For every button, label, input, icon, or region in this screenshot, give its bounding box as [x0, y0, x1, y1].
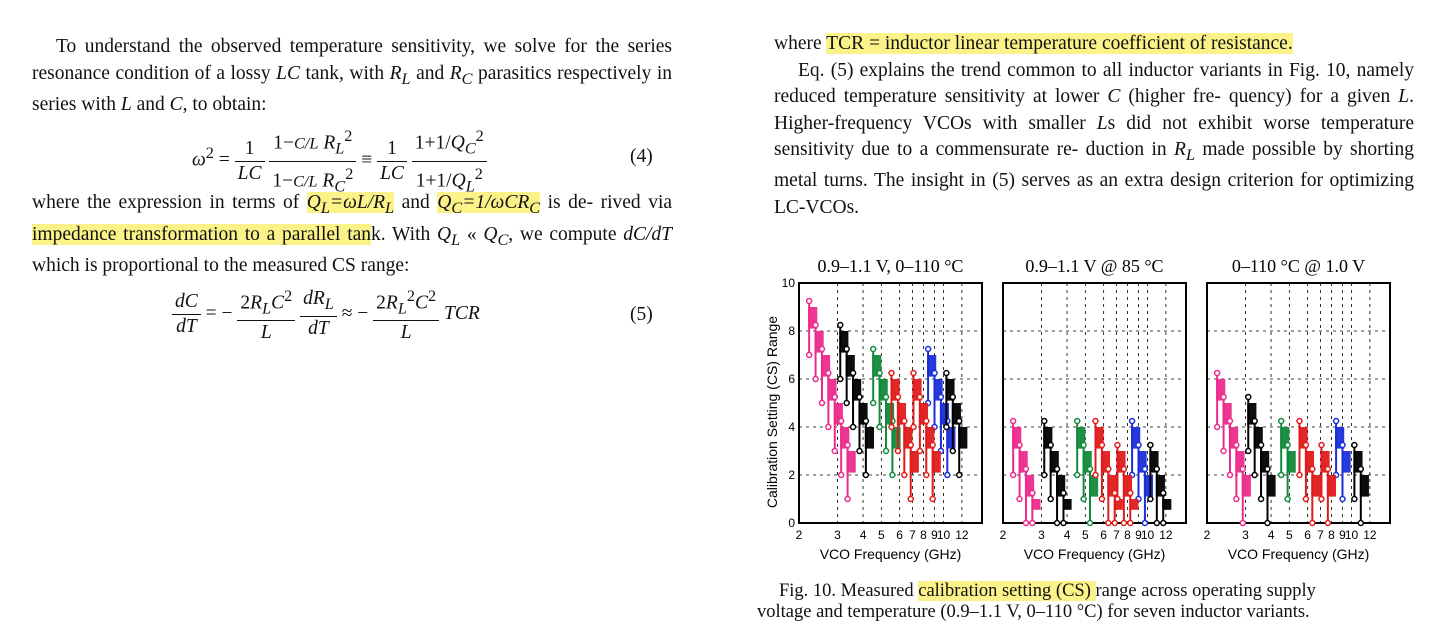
x-tick-label: 5 — [1082, 528, 1089, 542]
x-tick-label: 7 — [909, 528, 916, 542]
x-axis-label: VCO Frequency (GHz) — [820, 546, 962, 562]
series-4 — [1092, 417, 1123, 527]
figure-caption: Fig. 10. Measured calibration setting (C… — [757, 581, 1316, 622]
x-tick-label: 9 — [931, 528, 938, 542]
x-tick-label: 12 — [1363, 528, 1377, 542]
x-tick-label: 8 — [1328, 528, 1335, 542]
y-axis-label: Calibration Setting (CS) Range — [764, 316, 780, 508]
series-3 — [1277, 417, 1296, 503]
y-tick-label: 4 — [788, 420, 795, 434]
x-tick-label: 9 — [1339, 528, 1346, 542]
equation-number-5: (5) — [630, 303, 653, 325]
panel-title-2: 0.9–1.1 V @ 85 °C — [1025, 256, 1163, 276]
panel-3: 2 3 4 5 6 7 8 9 10 12 VCO Frequency (GHz) — [1204, 282, 1391, 562]
x-tick-label: 3 — [1242, 528, 1249, 542]
x-tick-label: 8 — [1124, 528, 1131, 542]
x-tick-label: 5 — [1286, 528, 1293, 542]
x-tick-label: 6 — [1100, 528, 1107, 542]
y-tick-label: 10 — [782, 276, 796, 290]
series-1 — [1213, 369, 1251, 527]
right-column: where TCR = inductor linear temperature … — [774, 31, 1414, 221]
x-tick-label: 2 — [1000, 528, 1007, 542]
x-tick-label: 2 — [796, 528, 803, 542]
series-6 — [910, 369, 941, 503]
x-axis-label: VCO Frequency (GHz) — [1228, 546, 1370, 562]
series-2 — [1041, 417, 1072, 527]
x-tick-label: 12 — [955, 528, 969, 542]
paragraph-intro: To understand the observed temperature s… — [32, 36, 672, 115]
y-tick-label: 2 — [788, 468, 795, 482]
x-tick-label: 10 — [1141, 528, 1155, 542]
series-2 — [1245, 393, 1276, 527]
x-tick-label: 7 — [1113, 528, 1120, 542]
equation-number-4: (4) — [630, 146, 653, 168]
x-tick-label: 5 — [878, 528, 885, 542]
panel-title-1: 0.9–1.1 V, 0–110 °C — [818, 256, 964, 276]
x-tick-label: 6 — [896, 528, 903, 542]
x-tick-label: 6 — [1304, 528, 1311, 542]
series-6 — [1114, 441, 1139, 527]
x-tick-label: 10 — [937, 528, 951, 542]
x-tick-label: 3 — [834, 528, 841, 542]
paragraph-explanation: Eq. (5) explains the trend common to all… — [774, 59, 1415, 218]
x-tick-label: 9 — [1135, 528, 1142, 542]
series-1 — [1009, 417, 1041, 527]
x-tick-label: 4 — [1064, 528, 1071, 542]
series-7 — [943, 369, 968, 479]
series-6 — [1318, 441, 1337, 527]
equation-4: ω2 = 1 LC 1−C/L RL2 1−C/L RC2 ≡ 1 LC 1+1/QC… — [192, 124, 672, 195]
series-4 — [1296, 417, 1321, 527]
series-5 — [1332, 417, 1351, 503]
equation-5: dC dT = − 2RLC2 L dRL dT ≈ − 2RL2C2 L TCR (5… — [172, 284, 672, 348]
paragraph-derivation: where the expression in terms of QL=ωL/R… — [32, 192, 673, 277]
x-tick-label: 2 — [1204, 528, 1211, 542]
y-tick-label: 8 — [788, 324, 795, 338]
series-3 — [1073, 417, 1099, 527]
series-7 — [1147, 441, 1172, 527]
x-tick-label: 7 — [1317, 528, 1324, 542]
x-tick-label: 8 — [920, 528, 927, 542]
panel-title-3: 0–110 °C @ 1.0 V — [1232, 256, 1365, 276]
x-tick-label: 4 — [1268, 528, 1275, 542]
series-7 — [1351, 441, 1369, 527]
paragraph-tcr: where TCR = inductor linear temperature … — [774, 33, 1293, 54]
x-tick-label: 10 — [1345, 528, 1359, 542]
figure-10: 0.9–1.1 V, 0–110 °C 0.9–1.1 V @ 85 °C 0–11… — [764, 256, 1391, 562]
series-2 — [837, 321, 875, 479]
y-tick-label: 6 — [788, 372, 795, 386]
x-tick-label: 12 — [1159, 528, 1173, 542]
x-axis-label: VCO Frequency (GHz) — [1024, 546, 1166, 562]
series-1 — [805, 297, 856, 503]
x-tick-label: 4 — [860, 528, 867, 542]
x-tick-label: 3 — [1038, 528, 1045, 542]
series-4 — [888, 369, 919, 503]
series-3 — [869, 345, 901, 479]
y-tick-label: 0 — [788, 516, 795, 530]
panel-2: 2 3 4 5 6 7 8 9 10 12 VCO Frequency (GHz) — [1000, 282, 1187, 562]
left-column: To understand the observed temperature s… — [32, 34, 672, 348]
